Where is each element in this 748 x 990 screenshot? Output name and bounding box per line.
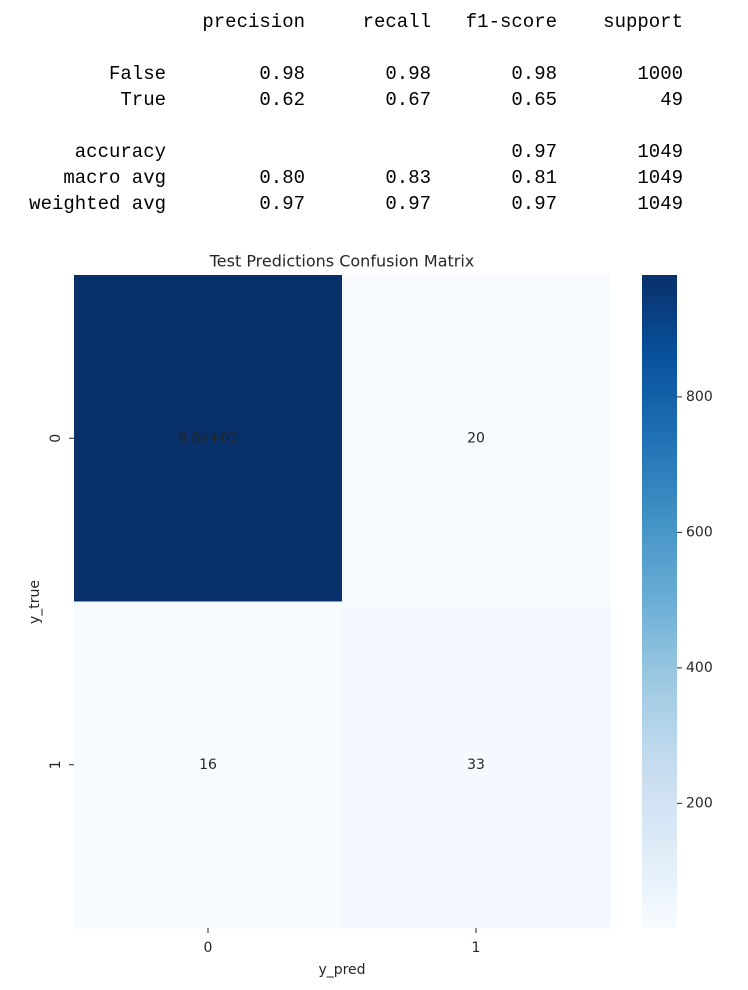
report-cell: 0.65 <box>511 89 557 111</box>
report-cell: 0.97 <box>259 193 305 215</box>
y-axis-label: y_true <box>27 580 43 624</box>
x-tick-label: 1 <box>472 940 481 956</box>
report-header: support <box>603 11 683 33</box>
report-row-label: macro avg <box>63 167 166 189</box>
report-row-label: True <box>120 89 166 111</box>
x-axis-label: y_pred <box>318 962 365 978</box>
y-tick-label: 1 <box>48 760 64 769</box>
cell-label: 9.8e+02 <box>178 430 238 446</box>
report-cell: 0.98 <box>511 63 557 85</box>
x-tick-label: 0 <box>204 940 213 956</box>
colorbar-tick-label: 200 <box>686 795 713 811</box>
colorbar <box>642 275 677 928</box>
colorbar-tick-label: 400 <box>686 660 713 676</box>
colorbar-tick-label: 800 <box>686 389 713 405</box>
y-tick-label: 0 <box>48 434 64 443</box>
colorbar-tick-label: 600 <box>686 524 713 540</box>
report-header: f1-score <box>466 11 557 33</box>
report-cell: 0.67 <box>385 89 431 111</box>
report-header: recall <box>363 11 431 33</box>
cell-label: 20 <box>467 430 485 446</box>
report-cell: 0.81 <box>511 167 557 189</box>
report-cell: 0.97 <box>511 193 557 215</box>
heatmap-cell <box>342 601 611 929</box>
report-row-label: weighted avg <box>29 193 166 215</box>
report-cell: 0.80 <box>259 167 305 189</box>
report-row-label: accuracy <box>75 141 166 163</box>
report-cell: 0.97 <box>511 141 557 163</box>
heatmap-cell <box>74 601 343 929</box>
report-cell: 0.97 <box>385 193 431 215</box>
report-cell: 0.98 <box>385 63 431 85</box>
report-cell: 1000 <box>637 63 683 85</box>
report-cell: 1049 <box>637 141 683 163</box>
cell-label: 33 <box>467 757 485 773</box>
heatmap-cell <box>74 275 343 602</box>
report-cell: 0.98 <box>259 63 305 85</box>
heatmap-cell <box>342 275 611 602</box>
report-cell: 49 <box>660 89 683 111</box>
report-cell: 1049 <box>637 193 683 215</box>
report-header: precision <box>202 11 305 33</box>
chart-title: Test Predictions Confusion Matrix <box>209 252 475 271</box>
report-cell: 0.83 <box>385 167 431 189</box>
cell-label: 16 <box>199 757 217 773</box>
report-row-label: False <box>109 63 166 85</box>
report-cell: 0.62 <box>259 89 305 111</box>
report-cell: 1049 <box>637 167 683 189</box>
